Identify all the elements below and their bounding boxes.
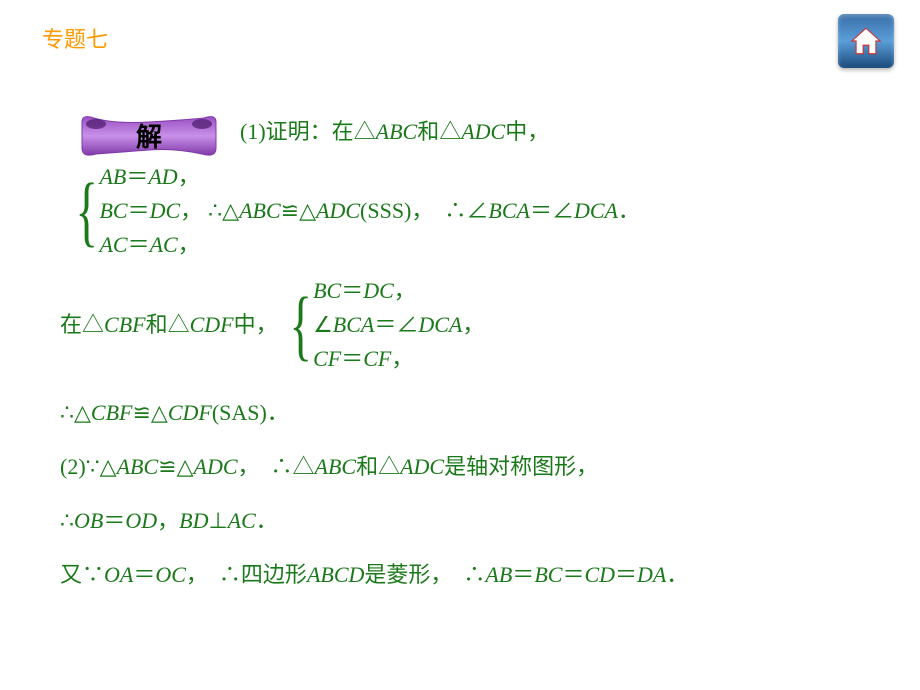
t: ABC: [376, 119, 418, 144]
brace-1-lines: AB＝AD， BC＝DC， AC＝AC，: [99, 160, 202, 262]
proof-line-3: ∴△CBF≌△CDF(SAS)．: [60, 391, 860, 435]
home-icon: [849, 24, 883, 58]
proof-line-6: 又∵OA＝OC， ∴四边形ABCD是菱形， ∴AB＝BC＝CD＝DA．: [60, 553, 860, 597]
t: ADC: [461, 119, 505, 144]
home-button[interactable]: [838, 14, 894, 68]
left-brace: {: [289, 290, 311, 360]
brace-row-1: { AB＝AD， BC＝DC， AC＝AC， ∴△ABC≌△ADC(SSS)， …: [68, 160, 860, 262]
solution-content: (1)证明：在△ABC和△ADC中， { AB＝AD， BC＝DC， AC＝AC…: [60, 110, 860, 597]
proof-line-4: (2)∵△ABC≌△ADC， ∴△ABC和△ADC是轴对称图形，: [60, 445, 860, 489]
t: 中，: [505, 119, 549, 144]
brace-2-lines: BC＝DC， ∠BCA＝∠DCA， CF＝CF，: [313, 274, 484, 376]
brace-row-2: 在△CBF和△CDF中， { BC＝DC， ∠BCA＝∠DCA， CF＝CF，: [60, 274, 860, 376]
t: 和△: [417, 119, 461, 144]
proof-line-1: (1)证明：在△ABC和△ADC中，: [240, 110, 860, 154]
t: (1)证明：在△: [240, 119, 376, 144]
page-header: 专题七: [42, 22, 108, 54]
header-title: 专题七: [42, 27, 108, 52]
brace-1: { AB＝AD， BC＝DC， AC＝AC，: [68, 160, 202, 262]
left-brace: {: [75, 176, 97, 246]
proof-line-5: ∴OB＝OD，BD⊥AC．: [60, 499, 860, 543]
brace-2: { BC＝DC， ∠BCA＝∠DCA， CF＝CF，: [282, 274, 485, 376]
